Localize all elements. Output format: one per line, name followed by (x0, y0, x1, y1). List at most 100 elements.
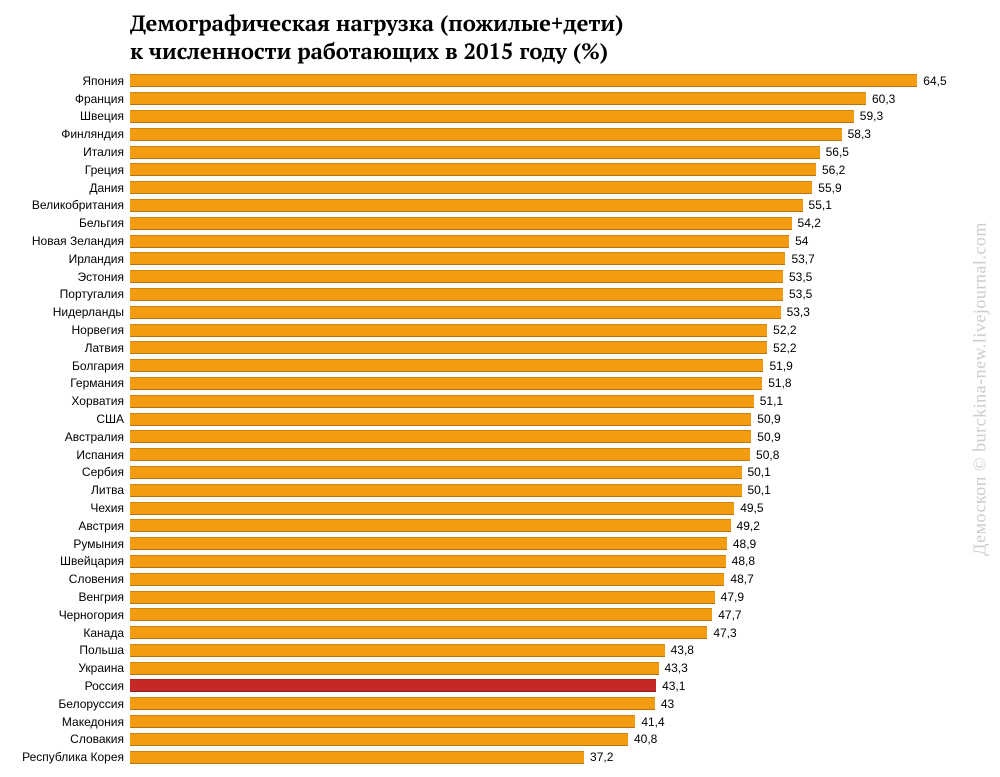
bar-value: 55,1 (809, 198, 832, 212)
chart-row: Македония 41,4 (0, 713, 960, 731)
chart-row: Австралия50,9 (0, 428, 960, 446)
bar-track: 43,8 (130, 642, 960, 660)
chart-row: США 50,9 (0, 410, 960, 428)
country-label: США (0, 412, 130, 426)
bar-track: 52,2 (130, 321, 960, 339)
country-label: Германия (0, 376, 130, 390)
bar-track: 50,8 (130, 446, 960, 464)
country-label: Австралия (0, 430, 130, 444)
bar-value: 50,1 (748, 465, 771, 479)
bar-track: 48,8 (130, 553, 960, 571)
country-label: Швеция (0, 109, 130, 123)
bar-value: 53,5 (789, 270, 812, 284)
chart-row: Румыния48,9 (0, 535, 960, 553)
bar-track: 41,4 (130, 713, 960, 731)
bar-track: 58,3 (130, 125, 960, 143)
bar-track: 55,1 (130, 197, 960, 215)
bar-track: 53,7 (130, 250, 960, 268)
bar (130, 466, 742, 479)
chart-row: Швейцария 48,8 (0, 553, 960, 571)
chart-row: Португалия53,5 (0, 286, 960, 304)
chart-row: Белоруссия 43 (0, 695, 960, 713)
chart-row: Ирландия 53,7 (0, 250, 960, 268)
country-label: Белоруссия (0, 697, 130, 711)
bar-value: 51,9 (769, 359, 792, 373)
chart-row: Литва50,1 (0, 481, 960, 499)
bar-value: 51,8 (768, 376, 791, 390)
chart-row: Россия43,1 (0, 677, 960, 695)
bar-value: 47,3 (713, 626, 736, 640)
country-label: Новая Зеландия (0, 234, 130, 248)
bar (130, 555, 726, 568)
chart-row: Финляндия58,3 (0, 125, 960, 143)
chart-row: Украина43,3 (0, 659, 960, 677)
chart-row: Великобритания 55,1 (0, 197, 960, 215)
bar-track: 43,3 (130, 659, 960, 677)
chart-row: Австрия49,2 (0, 517, 960, 535)
bar-value: 54 (795, 234, 808, 248)
bar-value: 37,2 (590, 750, 613, 764)
bar-track: 54 (130, 232, 960, 250)
bar (130, 430, 751, 443)
bar-value: 41,4 (641, 715, 664, 729)
bar (130, 252, 785, 265)
bar-track: 37,2 (130, 748, 960, 766)
watermark: Демоскоп © burckina-new.livejournal.com (970, 139, 991, 639)
bar-track: 56,5 (130, 143, 960, 161)
chart-row: Чехия 49,5 (0, 499, 960, 517)
bar-value: 48,8 (732, 554, 755, 568)
country-label: Греция (0, 163, 130, 177)
bar (130, 128, 842, 141)
bar (130, 288, 783, 301)
bar-value: 49,5 (740, 501, 763, 515)
bar (130, 626, 707, 639)
bar-value: 43 (661, 697, 674, 711)
bar-value: 52,2 (773, 323, 796, 337)
bar-value: 53,7 (791, 252, 814, 266)
chart-row: Нидерланды53,3 (0, 303, 960, 321)
country-label: Ирландия (0, 252, 130, 266)
bar-track: 50,1 (130, 481, 960, 499)
bar-value: 49,2 (737, 519, 760, 533)
country-label: Швейцария (0, 554, 130, 568)
bar (130, 591, 715, 604)
bar (130, 395, 754, 408)
bar (130, 502, 734, 515)
bar (130, 217, 792, 230)
bar (130, 662, 659, 675)
bar-value: 51,1 (760, 394, 783, 408)
bar-track: 56,2 (130, 161, 960, 179)
bar-value: 50,8 (756, 448, 779, 462)
country-label: Эстония (0, 270, 130, 284)
chart-row: Германия 51,8 (0, 375, 960, 393)
country-label: Украина (0, 661, 130, 675)
bar (130, 448, 750, 461)
bar (130, 537, 727, 550)
country-label: Венгрия (0, 590, 130, 604)
chart-row: Швеция59,3 (0, 108, 960, 126)
country-label: Словения (0, 572, 130, 586)
bar-value: 50,9 (757, 412, 780, 426)
bar (130, 306, 781, 319)
bar-value: 43,1 (662, 679, 685, 693)
chart-row: Бельгия54,2 (0, 214, 960, 232)
country-label: Великобритания (0, 198, 130, 212)
bar (130, 270, 783, 283)
bar (130, 484, 742, 497)
bar-track: 47,7 (130, 606, 960, 624)
bar-track: 50,1 (130, 464, 960, 482)
chart-title: Демографическая нагрузка (пожилые+дети) … (130, 10, 623, 65)
bar-track: 52,2 (130, 339, 960, 357)
bar (130, 181, 812, 194)
bar (130, 644, 665, 657)
country-label: Республика Корея (0, 750, 130, 764)
country-label: Франция (0, 92, 130, 106)
bar (130, 733, 628, 746)
chart-row: Япония64,5 (0, 72, 960, 90)
bar (130, 146, 820, 159)
country-label: Македония (0, 715, 130, 729)
country-label: Чехия (0, 501, 130, 515)
bar-track: 51,9 (130, 357, 960, 375)
bar-value: 53,5 (789, 287, 812, 301)
bar (130, 92, 866, 105)
